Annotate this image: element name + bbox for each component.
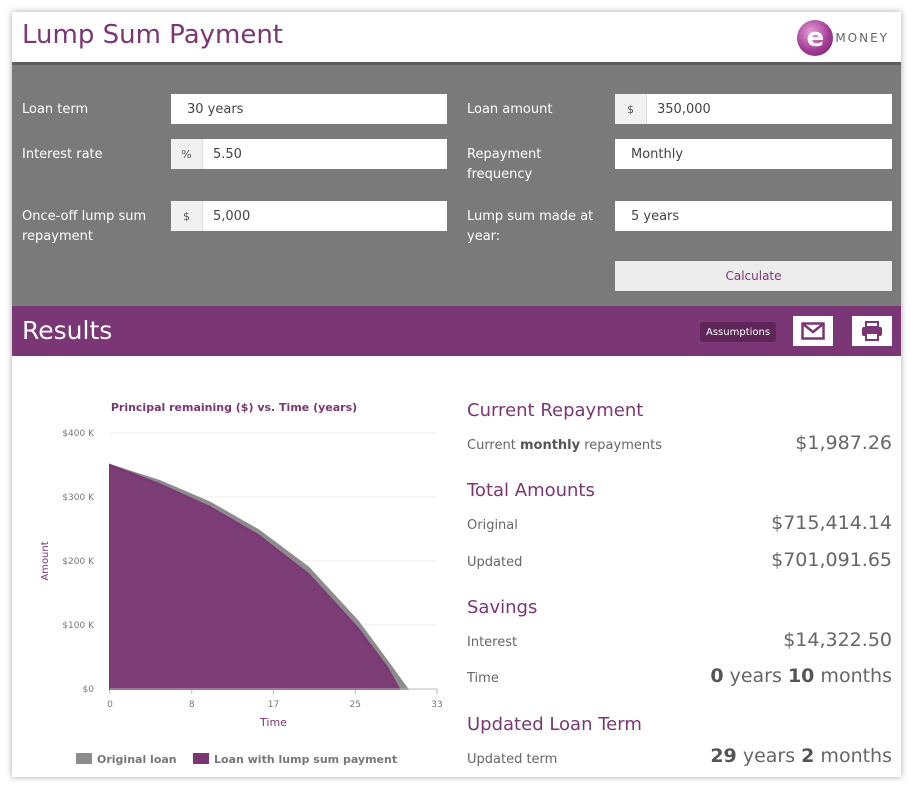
updated-loan-term-heading: Updated Loan Term xyxy=(467,714,642,735)
current-repayment-heading: Current Repayment xyxy=(467,400,644,421)
envelope-icon xyxy=(801,322,825,340)
calculate-button[interactable]: Calculate xyxy=(615,261,892,291)
interest-rate-value: 5.50 xyxy=(213,146,242,162)
y-tick-label: $200 K xyxy=(62,557,95,567)
results-title: Results xyxy=(22,316,113,345)
results-panel: Current Repayment Current monthly repaym… xyxy=(467,356,892,777)
time-label: Time xyxy=(467,671,499,686)
time-years-unit: years xyxy=(723,665,788,687)
lump-sum-label-line2: repayment xyxy=(22,229,93,244)
legend-label: Loan with lump sum payment xyxy=(214,753,397,766)
input-form: Loan term 30 years Interest rate % 5.50 … xyxy=(12,62,901,306)
dollar-prefix: $ xyxy=(615,94,647,124)
frequency-label: Repayment frequency xyxy=(467,145,541,185)
term-months-unit: months xyxy=(814,745,892,767)
emoney-logo: e MONEY xyxy=(797,18,889,58)
logo-text: MONEY xyxy=(835,31,889,45)
logo-badge: e xyxy=(797,20,834,56)
loan-term-select[interactable]: 30 years xyxy=(171,94,447,124)
loan-amount-input[interactable]: $ 350,000 xyxy=(615,94,892,124)
interest-savings-value: $14,322.50 xyxy=(783,629,892,651)
results-bar: Results Assumptions xyxy=(12,306,901,356)
term-months: 2 xyxy=(801,745,815,767)
updated-term-value: 29 years 2 months xyxy=(710,745,892,767)
legend-swatch xyxy=(76,753,92,764)
lump-year-label-line1: Lump sum made at xyxy=(467,209,594,224)
label-post: repayments xyxy=(580,438,662,453)
print-button[interactable] xyxy=(852,316,892,346)
x-tick-label: 33 xyxy=(431,700,442,710)
label-bold: monthly xyxy=(519,438,581,453)
email-button[interactable] xyxy=(793,316,833,346)
x-tick-label: 25 xyxy=(350,700,361,710)
calculator-card: Lump Sum Payment e MONEY Loan term 30 ye… xyxy=(12,12,901,777)
label-pre: Current xyxy=(467,438,520,453)
lump-year-label: Lump sum made at year: xyxy=(467,207,593,247)
time-savings-value: 0 years 10 months xyxy=(710,665,892,687)
loan-amount-label: Loan amount xyxy=(467,102,553,117)
frequency-label-line2: frequency xyxy=(467,167,533,182)
legend-label: Original loan xyxy=(97,753,177,766)
lump-sum-input[interactable]: $ 5,000 xyxy=(171,201,447,231)
principal-chart: Principal remaining ($) vs. Time (years)… xyxy=(40,401,443,766)
printer-icon xyxy=(862,321,882,341)
y-tick-label: $100 K xyxy=(62,621,95,631)
y-axis-label: Amount xyxy=(40,541,51,580)
loan-term-label: Loan term xyxy=(22,102,89,117)
interest-rate-label: Interest rate xyxy=(22,147,103,162)
time-months: 10 xyxy=(787,665,815,687)
savings-heading: Savings xyxy=(467,597,538,618)
lump-sum-label-line1: Once-off lump sum xyxy=(22,209,147,224)
current-repayment-label: Current monthly repayments xyxy=(467,438,662,453)
percent-prefix: % xyxy=(171,139,203,169)
assumptions-button[interactable]: Assumptions xyxy=(700,322,777,342)
series-area-1 xyxy=(109,463,401,690)
current-repayment-value: $1,987.26 xyxy=(795,432,892,454)
updated-term-label: Updated term xyxy=(467,752,558,767)
x-tick-label: 8 xyxy=(189,700,195,710)
y-tick-label: $400 K xyxy=(62,429,95,439)
total-amounts-heading: Total Amounts xyxy=(467,480,595,501)
updated-value: $701,091.65 xyxy=(771,549,892,571)
time-years: 0 xyxy=(710,665,724,687)
frequency-label-line1: Repayment xyxy=(467,147,542,162)
loan-term-value: 30 years xyxy=(187,101,244,117)
page-title: Lump Sum Payment xyxy=(22,20,284,50)
interest-rate-input[interactable]: % 5.50 xyxy=(171,139,447,169)
x-tick-label: 0 xyxy=(107,700,113,710)
x-tick-label: 17 xyxy=(268,700,279,710)
original-label: Original xyxy=(467,518,518,533)
term-years-unit: years xyxy=(736,745,802,767)
lump-year-select[interactable]: 5 years xyxy=(615,201,892,231)
header: Lump Sum Payment e MONEY xyxy=(12,12,901,62)
y-tick-label: $300 K xyxy=(62,493,95,503)
interest-label: Interest xyxy=(467,635,518,650)
chart-panel: Principal remaining ($) vs. Time (years)… xyxy=(12,356,457,777)
legend-swatch xyxy=(193,753,209,764)
term-years: 29 xyxy=(710,745,737,767)
original-value: $715,414.14 xyxy=(771,512,892,534)
y-tick-label: $0 xyxy=(83,685,95,695)
chart-title: Principal remaining ($) vs. Time (years) xyxy=(111,401,357,414)
lump-sum-label: Once-off lump sum repayment xyxy=(22,207,146,247)
frequency-select[interactable]: Monthly xyxy=(615,139,892,169)
loan-amount-value: 350,000 xyxy=(657,101,711,117)
updated-label: Updated xyxy=(467,555,523,570)
lump-year-label-line2: year: xyxy=(467,229,501,244)
x-axis-label: Time xyxy=(259,716,287,729)
lump-year-value: 5 years xyxy=(631,208,680,224)
time-months-unit: months xyxy=(814,665,892,687)
dollar-prefix: $ xyxy=(171,201,203,231)
lump-sum-value: 5,000 xyxy=(213,208,251,224)
frequency-value: Monthly xyxy=(631,146,684,162)
